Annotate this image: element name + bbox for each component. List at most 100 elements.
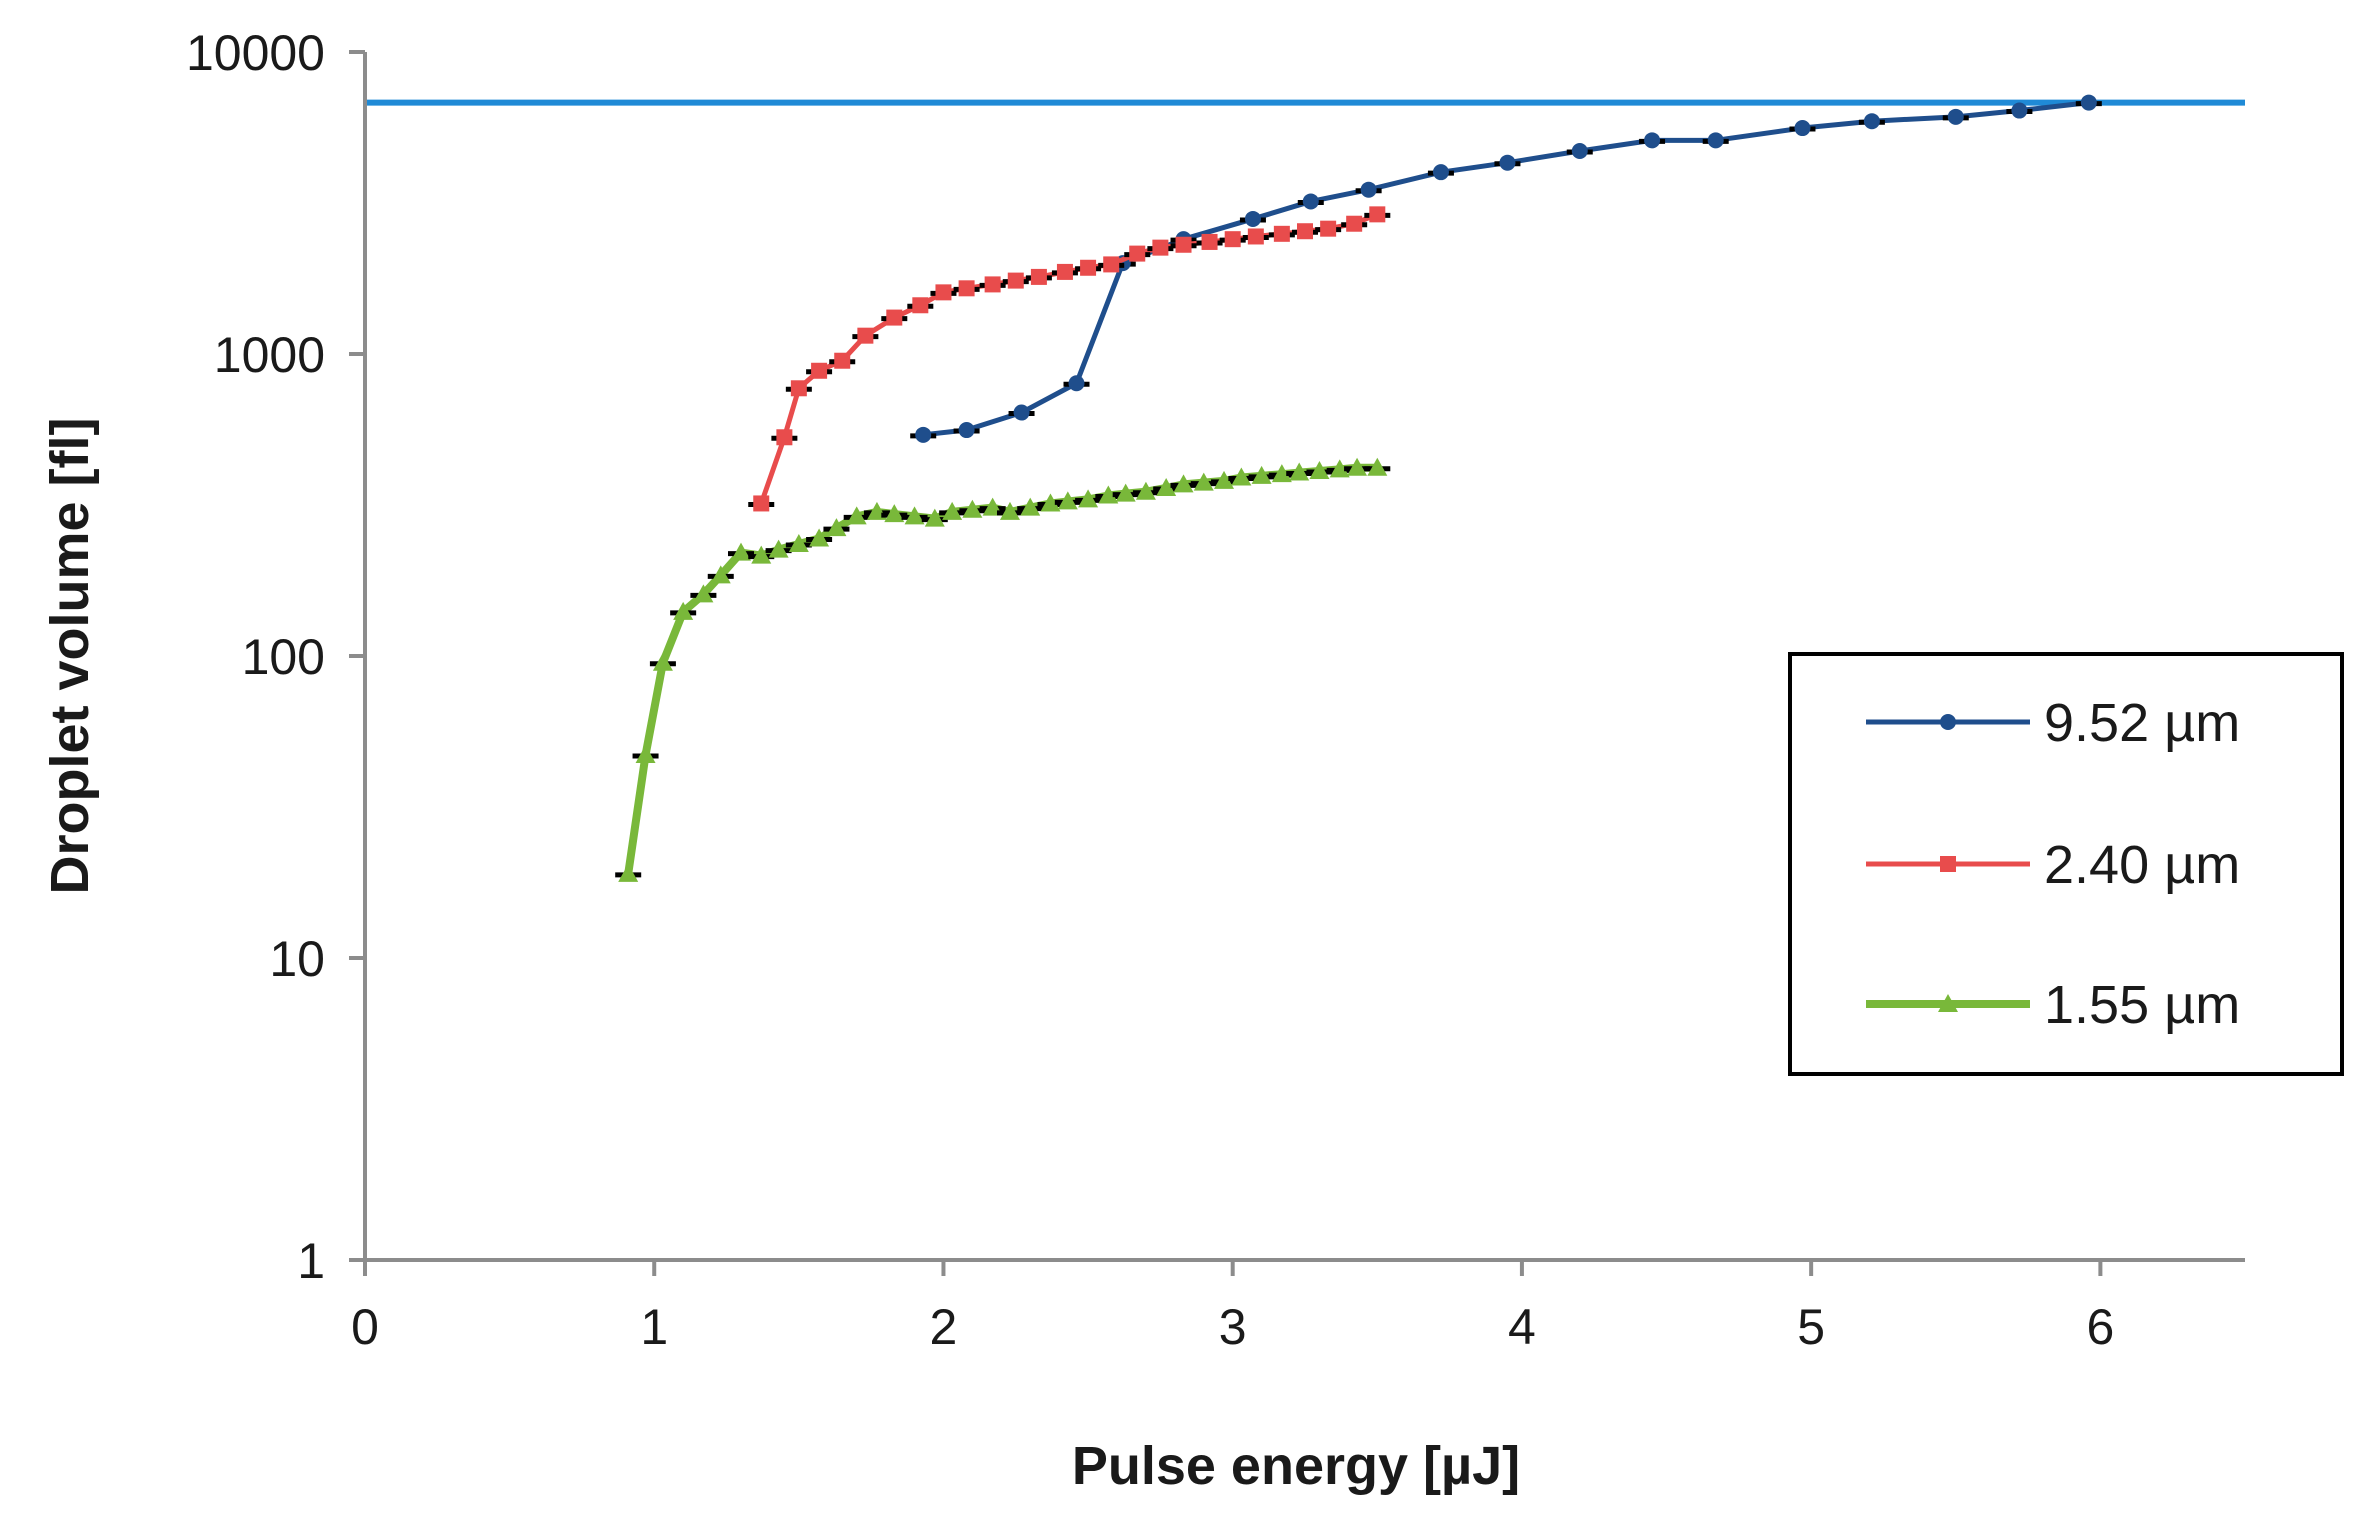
data-point [673, 601, 694, 620]
data-point [1794, 120, 1811, 137]
data-point [1040, 493, 1061, 512]
data-point [1289, 462, 1310, 481]
series-2 [748, 206, 1391, 512]
data-point [1030, 268, 1047, 285]
legend-marker [1938, 994, 1958, 1012]
data-point [924, 508, 945, 527]
data-point [1175, 236, 1192, 253]
data-point [935, 284, 952, 301]
data-point [1224, 231, 1241, 248]
data-point [826, 518, 847, 537]
data-point [1947, 108, 1964, 125]
data-point [1231, 467, 1252, 486]
data-point [693, 584, 714, 603]
data-point [1347, 457, 1368, 476]
data-point [1360, 181, 1377, 198]
data-point [1056, 263, 1073, 280]
data-point [1644, 132, 1661, 149]
legend-item: 1.55 µm [1866, 975, 2240, 1035]
data-point [753, 495, 770, 512]
data-point [1273, 225, 1290, 242]
data-point [984, 276, 1001, 293]
data-point [1068, 375, 1085, 392]
x-tick-label: 2 [930, 1299, 958, 1355]
data-point [1057, 491, 1078, 510]
data-point [999, 501, 1020, 520]
data-point [1297, 223, 1313, 240]
data-point [1247, 228, 1264, 245]
data-point [958, 280, 975, 297]
data-point [1173, 474, 1194, 493]
data-point [1115, 483, 1136, 502]
x-ticks: 0 1 2 3 4 5 6 [351, 1260, 2114, 1355]
data-point [1571, 143, 1588, 160]
data-point [1271, 464, 1292, 483]
data-point [1201, 233, 1218, 250]
data-point [790, 380, 807, 397]
data-point [1007, 272, 1024, 289]
data-point [1320, 220, 1337, 237]
x-tick-label: 3 [1219, 1299, 1247, 1355]
data-point [1129, 245, 1146, 262]
series-layer [615, 94, 2102, 882]
legend: 9.52 µm 2.40 µm 1.55 µm [1788, 652, 2344, 1076]
data-point [912, 297, 929, 314]
data-point [809, 528, 830, 547]
series-1 [910, 94, 2102, 443]
data-point [768, 539, 789, 558]
data-point [1103, 256, 1120, 273]
data-point [776, 429, 793, 446]
data-point [857, 327, 874, 344]
data-point [846, 506, 867, 525]
y-tick-label: 10000 [186, 25, 325, 81]
data-point [1214, 470, 1235, 489]
legend-item: 2.40 µm [1866, 835, 2240, 895]
y-ticks: 1 10 100 1000 10000 [186, 25, 365, 1289]
data-point [788, 533, 809, 552]
data-point [635, 745, 656, 764]
y-tick-label: 100 [242, 629, 325, 685]
data-point [1251, 465, 1272, 484]
data-point [1013, 404, 1030, 421]
x-tick-label: 0 [351, 1299, 379, 1355]
data-point [1244, 210, 1261, 227]
data-point [915, 426, 932, 443]
x-tick-label: 4 [1508, 1299, 1536, 1355]
data-point [1707, 132, 1724, 149]
y-tick-label: 1 [297, 1233, 325, 1289]
data-point [904, 506, 925, 525]
data-point [2080, 94, 2097, 111]
data-point [1309, 460, 1330, 479]
data-point [710, 565, 731, 584]
data-point [1156, 477, 1177, 496]
data-point [1098, 485, 1119, 504]
data-point [1193, 472, 1214, 491]
data-point [731, 542, 751, 561]
x-tick-label: 1 [640, 1299, 668, 1355]
data-point [1152, 239, 1169, 256]
data-point [1078, 489, 1099, 508]
x-tick-label: 5 [1797, 1299, 1825, 1355]
data-point [1020, 497, 1041, 516]
data-point [962, 499, 983, 518]
x-tick-label: 6 [2086, 1299, 2114, 1355]
data-point [1080, 259, 1097, 276]
data-point [1135, 481, 1156, 500]
data-point [1369, 206, 1386, 223]
y-axis-title: Droplet volume [fl] [40, 417, 100, 894]
data-point [1367, 457, 1388, 476]
data-point [1863, 113, 1880, 130]
data-point [1329, 459, 1350, 478]
legend-marker [1940, 714, 1956, 730]
data-point [618, 863, 639, 882]
legend-label: 9.52 µm [2044, 693, 2240, 753]
data-point [1302, 193, 1319, 210]
data-point [834, 352, 851, 369]
legend-items: 9.52 µm 2.40 µm 1.55 µm [1866, 693, 2240, 1035]
legend-label: 2.40 µm [2044, 835, 2240, 895]
data-point [652, 652, 673, 671]
legend-label: 1.55 µm [2044, 975, 2240, 1035]
y-tick-label: 1000 [214, 327, 325, 383]
